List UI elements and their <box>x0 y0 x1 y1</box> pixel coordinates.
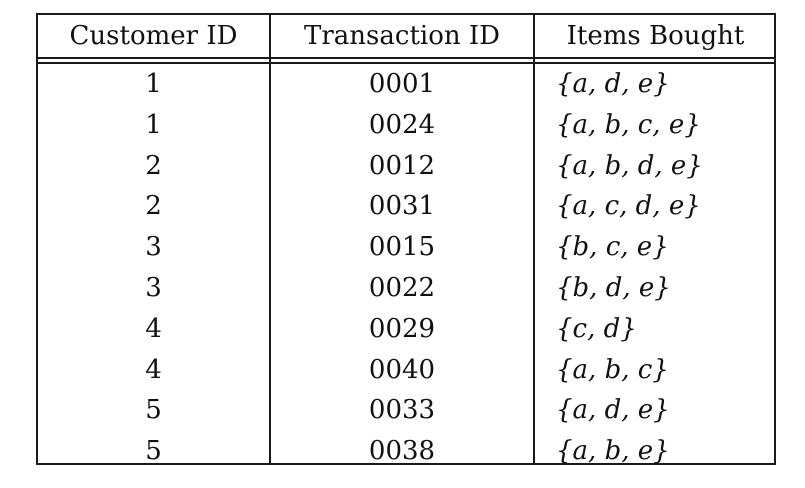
transactions-table: Customer ID Transaction ID Items Bought … <box>36 13 776 466</box>
cell-items-bought: {a, b, c, e} <box>556 109 701 140</box>
table-row: 5 0033 {a, d, e} <box>38 390 774 431</box>
table-body: 1 0001 {a, d, e} 1 0024 {a, b, c, e} 2 0… <box>38 64 774 472</box>
table-row: 3 0022 {b, d, e} <box>38 268 774 309</box>
header-double-rule <box>38 57 774 59</box>
cell-transaction-id: 0024 <box>368 109 436 140</box>
table-row: 3 0015 {b, c, e} <box>38 227 774 268</box>
table-row: 5 0038 {a, b, e} <box>38 431 774 472</box>
table-row: 4 0029 {c, d} <box>38 309 774 350</box>
column-divider <box>533 15 535 463</box>
table-row: 1 0024 {a, b, c, e} <box>38 105 774 146</box>
table-row: 4 0040 {a, b, c} <box>38 350 774 391</box>
cell-items-bought: {a, b, e} <box>556 436 670 467</box>
cell-transaction-id: 0029 <box>368 313 436 344</box>
cell-items-bought: {a, b, c} <box>556 354 669 385</box>
cell-transaction-id: 0022 <box>368 272 436 303</box>
cell-customer-id: 3 <box>145 232 162 263</box>
cell-customer-id: 4 <box>145 313 162 344</box>
table-row: 2 0012 {a, b, d, e} <box>38 146 774 187</box>
cell-items-bought: {a, b, d, e} <box>556 150 703 181</box>
cell-transaction-id: 0033 <box>368 395 436 426</box>
cell-customer-id: 2 <box>145 150 162 181</box>
cell-transaction-id: 0015 <box>368 232 436 263</box>
cell-items-bought: {a, c, d, e} <box>556 191 701 222</box>
cell-customer-id: 1 <box>145 109 162 140</box>
header-double-rule <box>38 62 774 64</box>
cell-customer-id: 4 <box>145 354 162 385</box>
cell-items-bought: {b, d, e} <box>556 272 671 303</box>
cell-items-bought: {c, d} <box>556 313 637 344</box>
header-customer-id: Customer ID <box>69 21 238 51</box>
cell-customer-id: 5 <box>145 395 162 426</box>
cell-items-bought: {a, d, e} <box>556 395 670 426</box>
table-row: 2 0031 {a, c, d, e} <box>38 186 774 227</box>
cell-items-bought: {a, d, e} <box>556 69 670 99</box>
cell-customer-id: 3 <box>145 272 162 303</box>
cell-transaction-id: 0031 <box>368 191 436 222</box>
cell-transaction-id: 0040 <box>368 354 436 385</box>
header-transaction-id: Transaction ID <box>304 21 500 51</box>
table-row: 1 0001 {a, d, e} <box>38 64 774 105</box>
cell-customer-id: 2 <box>145 191 162 222</box>
cell-customer-id: 5 <box>145 436 162 467</box>
column-divider <box>269 15 271 463</box>
cell-transaction-id: 0001 <box>368 69 436 99</box>
cell-items-bought: {b, c, e} <box>556 232 669 263</box>
cell-customer-id: 1 <box>145 69 162 99</box>
cell-transaction-id: 0012 <box>368 150 436 181</box>
cell-transaction-id: 0038 <box>368 436 436 467</box>
header-items-bought: Items Bought <box>566 21 745 51</box>
table-header-row: Customer ID Transaction ID Items Bought <box>38 15 774 57</box>
